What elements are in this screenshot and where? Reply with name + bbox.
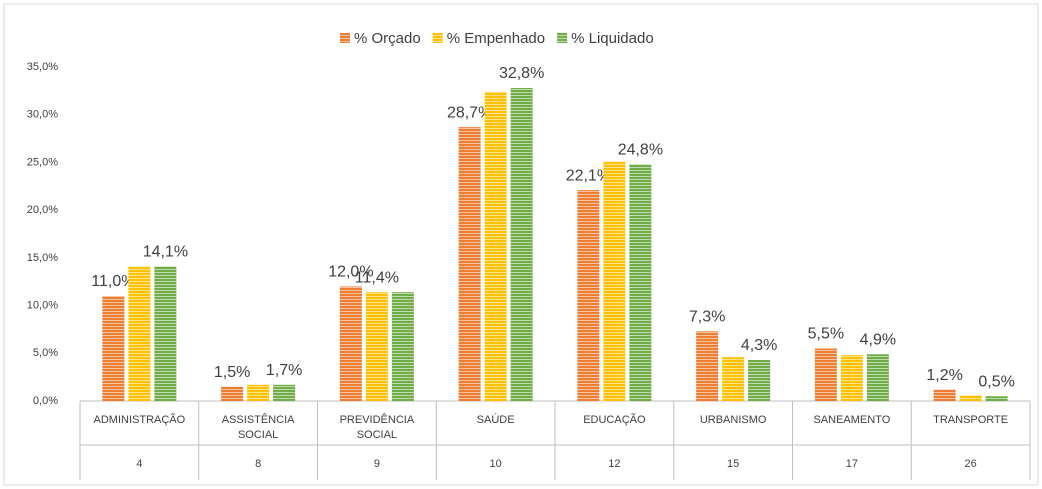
legend-swatch (557, 33, 568, 43)
x-tick-label: URBANISMO (699, 414, 767, 426)
bar (365, 292, 388, 401)
data-label: 22,1% (566, 167, 611, 184)
data-label: 11,0% (91, 273, 135, 290)
bar (154, 266, 177, 401)
data-label: 24,8% (618, 142, 663, 159)
bar (128, 266, 151, 401)
group-label: 12 (608, 458, 620, 470)
bar (840, 355, 863, 401)
data-label: 4,3% (741, 337, 777, 354)
group-label: 10 (490, 458, 502, 470)
x-tick-label: ASSISTÊNCIA SOCIAL (221, 414, 295, 441)
x-tick-label: SANEAMENTO (813, 414, 891, 426)
chart-border (3, 3, 1039, 486)
legend-label: % Empenhado (447, 30, 545, 47)
bar (959, 395, 982, 401)
x-tick-label: ADMINISTRAÇÃO (93, 414, 186, 426)
bar (722, 357, 745, 401)
bar (339, 286, 362, 401)
bar (866, 354, 889, 401)
data-label: 5,5% (808, 326, 844, 343)
data-label: 0,5% (978, 373, 1014, 390)
bar (985, 396, 1008, 401)
data-label: 14,1% (143, 244, 188, 261)
bar (273, 384, 296, 401)
y-tick-label: 5,0% (33, 347, 58, 359)
group-label: 8 (255, 458, 261, 470)
data-label: 11,4% (355, 269, 399, 286)
y-tick-label: 35,0% (27, 61, 58, 73)
data-label: 7,3% (689, 309, 725, 326)
bar (603, 161, 626, 401)
legend-label: % Liquidado (571, 30, 654, 47)
bar (814, 348, 837, 401)
y-tick-label: 25,0% (27, 156, 58, 168)
bar (102, 296, 125, 401)
legend-swatch (432, 33, 443, 43)
data-label: 1,2% (926, 367, 962, 384)
legend-label: % Orçado (354, 30, 421, 47)
bar (484, 91, 507, 401)
data-label: 28,7% (447, 104, 492, 121)
bar (391, 292, 414, 401)
bar (577, 190, 600, 401)
group-label: 17 (846, 458, 858, 470)
x-tick-label: SAÚDE (476, 414, 515, 426)
group-label: 15 (727, 458, 739, 470)
x-tick-label: EDUCAÇÃO (583, 414, 646, 426)
bar (748, 359, 771, 401)
x-tick-label: TRANSPORTE (933, 414, 1009, 426)
bar (247, 384, 270, 401)
bar (221, 386, 244, 401)
group-label: 26 (965, 458, 977, 470)
x-tick-label: PREVIDÊNCIA SOCIAL (339, 414, 415, 441)
y-tick-label: 0,0% (33, 395, 58, 407)
data-label: 1,7% (266, 362, 302, 379)
bar (510, 87, 533, 401)
data-label: 1,5% (214, 364, 250, 381)
data-label: 32,8% (499, 65, 544, 82)
y-tick-label: 20,0% (27, 204, 58, 216)
legend-swatch (340, 33, 350, 43)
bar (629, 164, 652, 401)
group-label: 9 (374, 458, 380, 470)
group-label: 4 (136, 458, 142, 470)
data-label: 4,9% (860, 331, 896, 348)
data-label: 12,0% (328, 264, 373, 281)
bar (458, 127, 481, 402)
y-tick-label: 30,0% (27, 109, 58, 121)
bar (933, 389, 956, 401)
y-tick-label: 10,0% (27, 299, 58, 311)
bar (696, 331, 719, 401)
y-tick-label: 15,0% (27, 252, 58, 264)
